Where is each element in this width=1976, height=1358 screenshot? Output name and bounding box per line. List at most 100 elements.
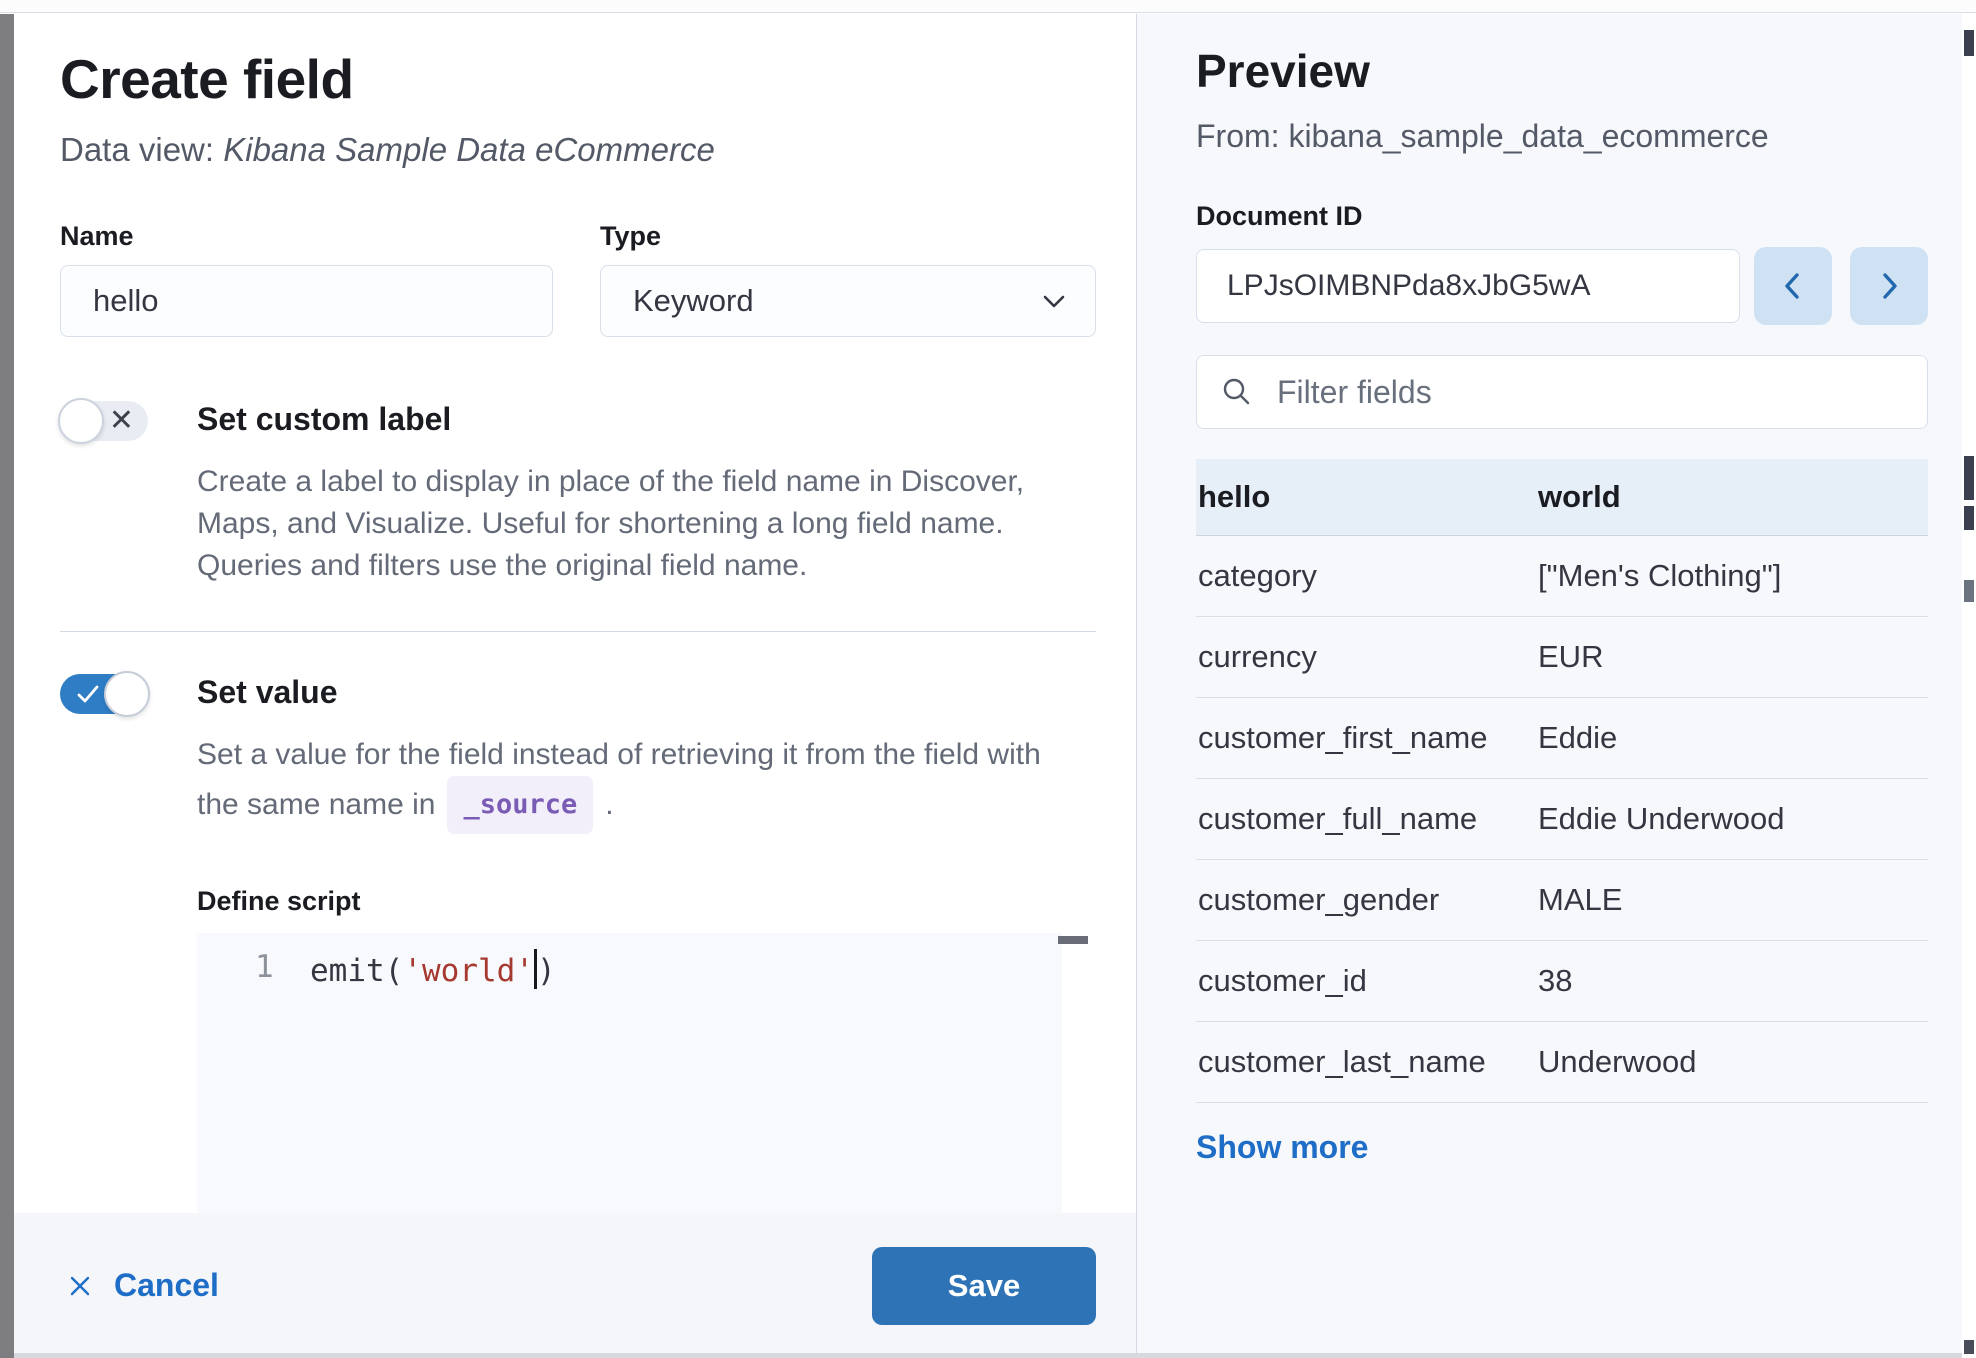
table-row[interactable]: currency EUR — [1196, 617, 1928, 698]
code-content: emit('world') — [310, 949, 556, 990]
custom-label-description: Create a label to display in place of th… — [197, 465, 1025, 583]
custom-label-section: ✕ Set custom label Create a label to dis… — [58, 398, 1110, 587]
preview-source: From: kibana_sample_data_ecommerce — [1196, 118, 1769, 154]
background-page-fragment — [1964, 1340, 1974, 1354]
data-view-label: Data view: — [60, 131, 224, 169]
toggle-knob — [104, 671, 150, 718]
preview-table-header-row[interactable]: hello world — [1196, 459, 1928, 536]
code-close: ) — [536, 953, 556, 990]
section-divider — [60, 631, 1096, 633]
filter-fields-box[interactable] — [1196, 355, 1928, 429]
set-value-text: Set value Set a value for the field inst… — [197, 672, 1062, 835]
name-type-row: Name Type Keyword — [60, 219, 1110, 338]
background-page-fragment — [1964, 580, 1974, 602]
background-page-fragment — [1964, 506, 1974, 530]
row-field-value: Eddie Underwood — [1538, 801, 1785, 836]
row-field-name: customer_gender — [1198, 882, 1440, 917]
set-value-section: Set value Set a value for the field inst… — [60, 671, 1110, 835]
text-cursor — [533, 949, 537, 990]
row-field-value: Eddie — [1538, 720, 1618, 755]
page-right-edge — [1962, 14, 1976, 1358]
preview-table: hello world category ["Men's Clothing"] … — [1196, 459, 1928, 1103]
chevron-left-icon — [1785, 273, 1799, 299]
previous-document-button[interactable] — [1754, 247, 1832, 325]
toggle-off-x-icon: ✕ — [108, 404, 134, 438]
document-id-label: Document ID — [1196, 201, 1363, 231]
define-script-label: Define script — [197, 886, 361, 917]
source-code-badge: _source — [447, 776, 594, 835]
background-page-fragment — [1964, 456, 1974, 500]
table-row[interactable]: customer_full_name Eddie Underwood — [1196, 779, 1928, 860]
line-number: 1 — [255, 949, 274, 986]
toggle-knob — [58, 398, 104, 445]
set-value-description-period: . — [605, 788, 614, 822]
type-select-value: Keyword — [633, 283, 754, 319]
flyout-bottom-edge — [14, 1353, 1962, 1358]
chevron-right-icon — [1883, 273, 1897, 299]
row-field-value: MALE — [1538, 882, 1623, 917]
set-value-title: Set value — [197, 674, 338, 711]
code-string: 'world' — [403, 953, 534, 990]
close-icon — [70, 1276, 90, 1295]
show-more-link[interactable]: Show more — [1196, 1129, 1369, 1165]
row-field-name: customer_last_name — [1198, 1044, 1486, 1079]
preview-title: Preview — [1196, 45, 1370, 97]
code-line-1: 1 emit('world') — [197, 933, 1062, 990]
chevron-down-icon — [1043, 295, 1065, 308]
cancel-label: Cancel — [114, 1267, 219, 1303]
row-field-value: EUR — [1538, 639, 1604, 674]
name-field-group: Name — [60, 219, 553, 338]
save-button[interactable]: Save — [872, 1246, 1096, 1325]
type-label: Type — [600, 221, 662, 252]
name-label: Name — [60, 221, 134, 252]
preview-panel: Preview From: kibana_sample_data_ecommer… — [1136, 14, 1962, 1358]
custom-label-title: Set custom label — [197, 401, 452, 438]
code-fn: emit( — [310, 953, 404, 990]
name-input[interactable] — [60, 265, 553, 338]
row-field-name: customer_first_name — [1198, 720, 1488, 755]
document-id-input[interactable] — [1196, 249, 1740, 323]
create-field-panel: Create field Data view: Kibana Sample Da… — [14, 14, 1136, 1358]
table-row[interactable]: customer_id 38 — [1196, 941, 1928, 1022]
search-icon — [1223, 378, 1250, 405]
row-field-value: ["Men's Clothing"] — [1538, 558, 1782, 593]
data-view-name: Kibana Sample Data eCommerce — [223, 131, 715, 169]
type-select[interactable]: Keyword — [600, 265, 1096, 338]
set-value-description-text: the same name in — [197, 788, 436, 822]
cancel-button[interactable]: Cancel — [60, 1266, 225, 1305]
header-field-value: world — [1538, 479, 1621, 514]
row-field-name: currency — [1198, 639, 1317, 674]
row-field-value: 38 — [1538, 963, 1573, 998]
table-row[interactable]: customer_last_name Underwood — [1196, 1022, 1928, 1103]
row-field-name: customer_id — [1198, 963, 1367, 998]
toggle-on-check-icon — [77, 685, 99, 703]
table-row[interactable]: customer_gender MALE — [1196, 860, 1928, 941]
overlay-backdrop — [0, 14, 14, 1358]
flyout-footer: Cancel Save — [14, 1213, 1136, 1358]
page-title: Create field — [60, 48, 354, 110]
custom-label-toggle[interactable]: ✕ — [58, 398, 148, 445]
scrollbar-thumb[interactable] — [1058, 936, 1088, 945]
table-row[interactable]: category ["Men's Clothing"] — [1196, 536, 1928, 617]
set-value-description-line1: Set a value for the field instead of ret… — [197, 738, 1041, 772]
header-field-name: hello — [1198, 479, 1271, 514]
custom-label-toggle-col: ✕ — [58, 398, 197, 587]
filter-fields-input[interactable] — [1275, 372, 1905, 412]
next-document-button[interactable] — [1850, 247, 1928, 325]
set-value-toggle-col — [60, 671, 197, 834]
preview-table-body: category ["Men's Clothing"] currency EUR… — [1196, 536, 1928, 1103]
script-code-editor[interactable]: 1 emit('world') — [197, 933, 1088, 1250]
background-page-fragment — [1964, 30, 1974, 56]
page-top-edge — [0, 0, 1976, 13]
row-field-name: category — [1198, 558, 1317, 593]
type-field-group: Type Keyword — [600, 219, 1096, 338]
row-field-value: Underwood — [1538, 1044, 1697, 1079]
row-field-name: customer_full_name — [1198, 801, 1478, 836]
custom-label-text: Set custom label Create a label to displ… — [197, 399, 1062, 587]
set-value-toggle[interactable] — [60, 671, 150, 718]
table-row[interactable]: customer_first_name Eddie — [1196, 698, 1928, 779]
set-value-description-line2: the same name in _source . — [197, 776, 1062, 835]
data-view-subtitle: Data view: Kibana Sample Data eCommerce — [60, 131, 1110, 169]
document-id-row — [1196, 247, 1929, 325]
